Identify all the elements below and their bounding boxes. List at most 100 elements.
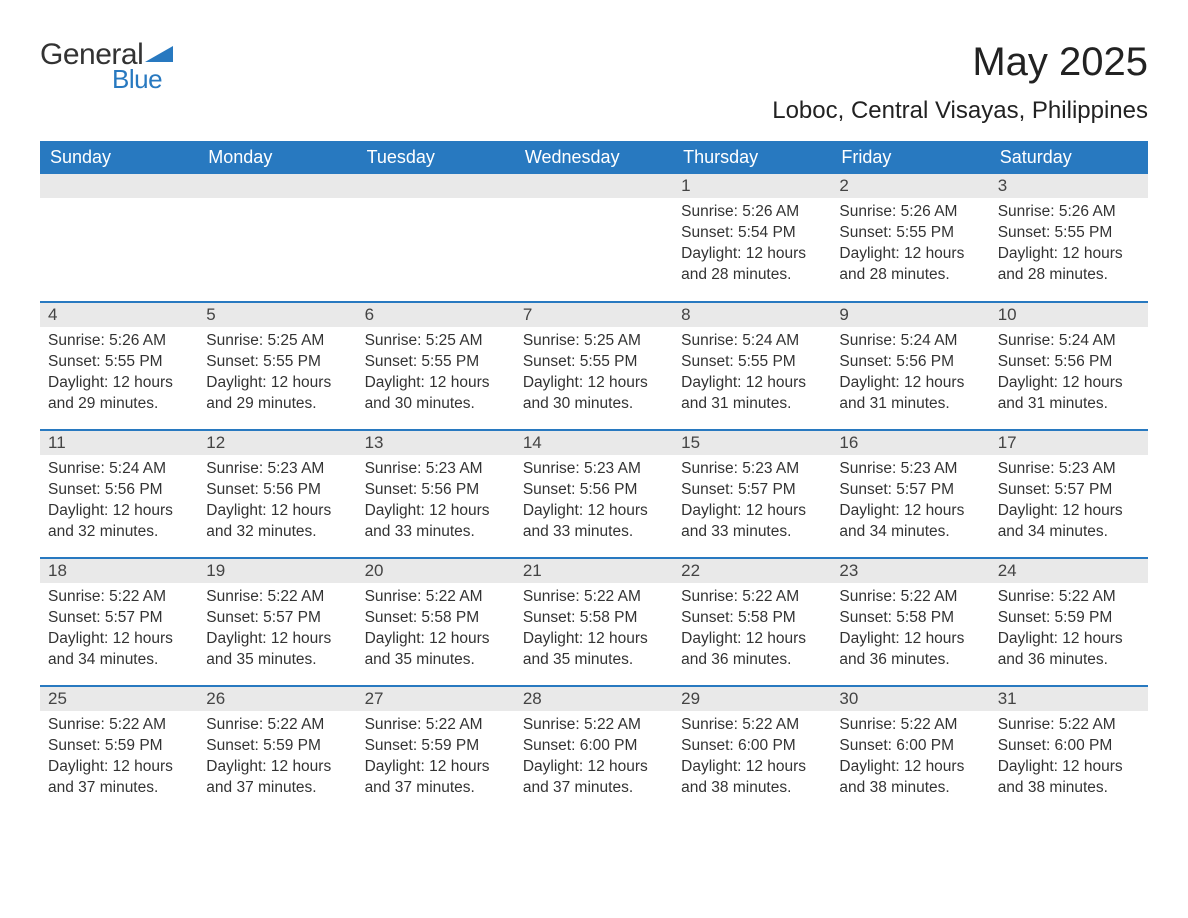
sunrise-line: Sunrise: 5:24 AM (48, 459, 190, 480)
day-cell: 16Sunrise: 5:23 AMSunset: 5:57 PMDayligh… (831, 430, 989, 558)
calendar-body: 1Sunrise: 5:26 AMSunset: 5:54 PMDaylight… (40, 174, 1148, 814)
sunrise-line: Sunrise: 5:22 AM (998, 587, 1140, 608)
sunset-line: Sunset: 5:55 PM (523, 352, 665, 373)
day-number: 2 (831, 174, 989, 198)
day-number: 22 (673, 559, 831, 583)
calendar-table: SundayMondayTuesdayWednesdayThursdayFrid… (40, 141, 1148, 814)
day-cell: 13Sunrise: 5:23 AMSunset: 5:56 PMDayligh… (357, 430, 515, 558)
logo: General Blue (40, 40, 175, 92)
sunset-line: Sunset: 5:57 PM (206, 608, 348, 629)
sunrise-line: Sunrise: 5:26 AM (998, 202, 1140, 223)
day-number: 12 (198, 431, 356, 455)
sunrise-line: Sunrise: 5:23 AM (998, 459, 1140, 480)
sunrise-line: Sunrise: 5:22 AM (839, 715, 981, 736)
daylight-line: Daylight: 12 hours and 31 minutes. (839, 373, 981, 415)
day-data: Sunrise: 5:22 AMSunset: 6:00 PMDaylight:… (990, 711, 1148, 807)
day-number: 26 (198, 687, 356, 711)
sunrise-line: Sunrise: 5:23 AM (839, 459, 981, 480)
daylight-line: Daylight: 12 hours and 33 minutes. (523, 501, 665, 543)
day-data: Sunrise: 5:22 AMSunset: 5:59 PMDaylight:… (198, 711, 356, 807)
day-cell: 19Sunrise: 5:22 AMSunset: 5:57 PMDayligh… (198, 558, 356, 686)
daylight-line: Daylight: 12 hours and 28 minutes. (998, 244, 1140, 286)
weekday-wednesday: Wednesday (515, 141, 673, 174)
daylight-line: Daylight: 12 hours and 36 minutes. (998, 629, 1140, 671)
sunset-line: Sunset: 6:00 PM (523, 736, 665, 757)
sunrise-line: Sunrise: 5:24 AM (681, 331, 823, 352)
sunrise-line: Sunrise: 5:26 AM (48, 331, 190, 352)
daylight-line: Daylight: 12 hours and 38 minutes. (998, 757, 1140, 799)
sunrise-line: Sunrise: 5:22 AM (365, 587, 507, 608)
day-number: 29 (673, 687, 831, 711)
day-cell: 23Sunrise: 5:22 AMSunset: 5:58 PMDayligh… (831, 558, 989, 686)
sunrise-line: Sunrise: 5:26 AM (839, 202, 981, 223)
daylight-line: Daylight: 12 hours and 37 minutes. (523, 757, 665, 799)
sunset-line: Sunset: 5:55 PM (48, 352, 190, 373)
day-data: Sunrise: 5:22 AMSunset: 5:57 PMDaylight:… (198, 583, 356, 679)
title-block: May 2025 Loboc, Central Visayas, Philipp… (772, 40, 1148, 133)
sunrise-line: Sunrise: 5:22 AM (48, 715, 190, 736)
day-cell: 24Sunrise: 5:22 AMSunset: 5:59 PMDayligh… (990, 558, 1148, 686)
day-data: Sunrise: 5:22 AMSunset: 5:59 PMDaylight:… (40, 711, 198, 807)
daynum-empty (357, 174, 515, 198)
day-number: 25 (40, 687, 198, 711)
week-row: 4Sunrise: 5:26 AMSunset: 5:55 PMDaylight… (40, 302, 1148, 430)
day-cell: 22Sunrise: 5:22 AMSunset: 5:58 PMDayligh… (673, 558, 831, 686)
daylight-line: Daylight: 12 hours and 34 minutes. (839, 501, 981, 543)
daylight-line: Daylight: 12 hours and 29 minutes. (206, 373, 348, 415)
sunrise-line: Sunrise: 5:25 AM (523, 331, 665, 352)
logo-text-blue: Blue (112, 66, 175, 92)
day-cell: 21Sunrise: 5:22 AMSunset: 5:58 PMDayligh… (515, 558, 673, 686)
empty-cell (198, 174, 356, 302)
sunrise-line: Sunrise: 5:22 AM (998, 715, 1140, 736)
daylight-line: Daylight: 12 hours and 31 minutes. (998, 373, 1140, 415)
day-cell: 14Sunrise: 5:23 AMSunset: 5:56 PMDayligh… (515, 430, 673, 558)
day-data: Sunrise: 5:25 AMSunset: 5:55 PMDaylight:… (515, 327, 673, 423)
day-number: 6 (357, 303, 515, 327)
weekday-header-row: SundayMondayTuesdayWednesdayThursdayFrid… (40, 141, 1148, 174)
sunset-line: Sunset: 5:57 PM (839, 480, 981, 501)
day-number: 18 (40, 559, 198, 583)
sunset-line: Sunset: 6:00 PM (839, 736, 981, 757)
day-data: Sunrise: 5:23 AMSunset: 5:57 PMDaylight:… (673, 455, 831, 551)
sunrise-line: Sunrise: 5:24 AM (839, 331, 981, 352)
daylight-line: Daylight: 12 hours and 34 minutes. (48, 629, 190, 671)
day-number: 19 (198, 559, 356, 583)
day-data: Sunrise: 5:23 AMSunset: 5:57 PMDaylight:… (831, 455, 989, 551)
day-data-empty (40, 198, 198, 288)
empty-cell (515, 174, 673, 302)
empty-cell (40, 174, 198, 302)
day-number: 15 (673, 431, 831, 455)
day-number: 21 (515, 559, 673, 583)
weekday-saturday: Saturday (990, 141, 1148, 174)
sunset-line: Sunset: 5:56 PM (839, 352, 981, 373)
daylight-line: Daylight: 12 hours and 37 minutes. (206, 757, 348, 799)
day-data: Sunrise: 5:23 AMSunset: 5:56 PMDaylight:… (515, 455, 673, 551)
day-cell: 27Sunrise: 5:22 AMSunset: 5:59 PMDayligh… (357, 686, 515, 814)
day-data: Sunrise: 5:24 AMSunset: 5:56 PMDaylight:… (990, 327, 1148, 423)
day-number: 9 (831, 303, 989, 327)
sunrise-line: Sunrise: 5:22 AM (681, 587, 823, 608)
daylight-line: Daylight: 12 hours and 36 minutes. (681, 629, 823, 671)
day-number: 8 (673, 303, 831, 327)
day-number: 10 (990, 303, 1148, 327)
weekday-friday: Friday (831, 141, 989, 174)
daynum-empty (515, 174, 673, 198)
day-data: Sunrise: 5:22 AMSunset: 6:00 PMDaylight:… (673, 711, 831, 807)
day-number: 4 (40, 303, 198, 327)
sunset-line: Sunset: 5:55 PM (839, 223, 981, 244)
day-number: 24 (990, 559, 1148, 583)
day-data: Sunrise: 5:23 AMSunset: 5:56 PMDaylight:… (198, 455, 356, 551)
day-cell: 4Sunrise: 5:26 AMSunset: 5:55 PMDaylight… (40, 302, 198, 430)
sunrise-line: Sunrise: 5:25 AM (206, 331, 348, 352)
day-cell: 12Sunrise: 5:23 AMSunset: 5:56 PMDayligh… (198, 430, 356, 558)
sunrise-line: Sunrise: 5:22 AM (523, 587, 665, 608)
daylight-line: Daylight: 12 hours and 38 minutes. (681, 757, 823, 799)
day-data: Sunrise: 5:26 AMSunset: 5:55 PMDaylight:… (40, 327, 198, 423)
day-data: Sunrise: 5:22 AMSunset: 5:59 PMDaylight:… (357, 711, 515, 807)
day-number: 31 (990, 687, 1148, 711)
day-number: 20 (357, 559, 515, 583)
daylight-line: Daylight: 12 hours and 32 minutes. (48, 501, 190, 543)
day-number: 27 (357, 687, 515, 711)
day-number: 16 (831, 431, 989, 455)
daylight-line: Daylight: 12 hours and 30 minutes. (523, 373, 665, 415)
